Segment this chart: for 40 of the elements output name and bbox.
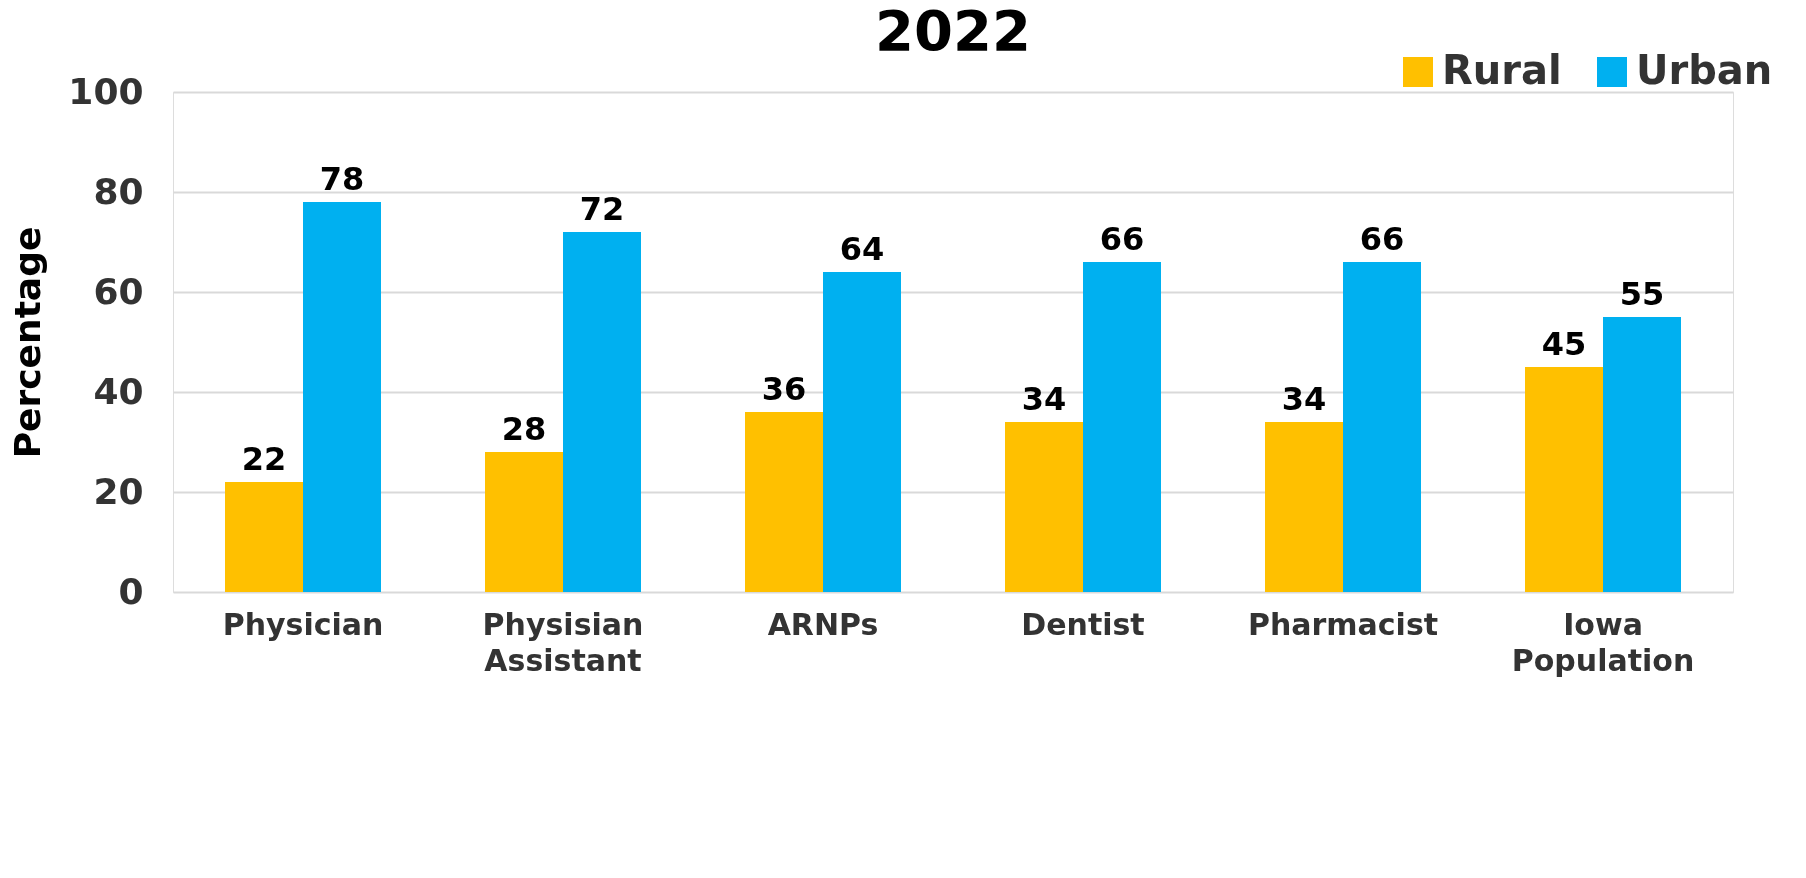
- legend-label: Urban: [1636, 47, 1773, 93]
- x-tick-label: Dentist: [1021, 606, 1145, 642]
- legend-label: Rural: [1442, 47, 1562, 93]
- x-tick-label: Iowa Population: [1511, 606, 1695, 678]
- y-tick-label: 60: [93, 270, 144, 312]
- y-tick-label: 0: [118, 570, 144, 612]
- bar: [1603, 317, 1681, 592]
- bar: [303, 202, 381, 592]
- data-label: 64: [839, 230, 885, 268]
- bar: [485, 452, 563, 592]
- x-tick-label: Physician: [222, 606, 384, 642]
- x-tick-label: ARNPs: [767, 606, 879, 642]
- y-tick-label: 100: [68, 70, 144, 112]
- chart-title: 2022: [875, 0, 1031, 63]
- data-label: 36: [761, 370, 807, 408]
- data-label: 34: [1021, 380, 1067, 418]
- bar: [1083, 262, 1161, 592]
- data-label: 78: [319, 160, 365, 198]
- bar: [563, 232, 641, 592]
- y-tick-label: 40: [93, 370, 144, 412]
- y-axis-title: Percentage: [7, 226, 49, 459]
- data-label: 45: [1541, 325, 1587, 363]
- x-tick-label: Pharmacist: [1247, 606, 1439, 642]
- y-tick-label: 80: [93, 170, 144, 212]
- bar: [1343, 262, 1421, 592]
- data-label: 66: [1099, 220, 1145, 258]
- bar: [1525, 367, 1603, 592]
- data-label: 55: [1619, 275, 1665, 313]
- data-label: 34: [1281, 380, 1327, 418]
- bar: [823, 272, 901, 592]
- y-tick-label: 20: [93, 470, 144, 512]
- bar: [225, 482, 303, 592]
- data-label: 66: [1359, 220, 1405, 258]
- data-label: 28: [501, 410, 547, 448]
- data-label: 22: [241, 440, 287, 478]
- bar: [1005, 422, 1083, 592]
- bar: [745, 412, 823, 592]
- x-tick-label: Physisian Assistant: [482, 606, 644, 678]
- data-label: 72: [579, 190, 625, 228]
- bar: [1265, 422, 1343, 592]
